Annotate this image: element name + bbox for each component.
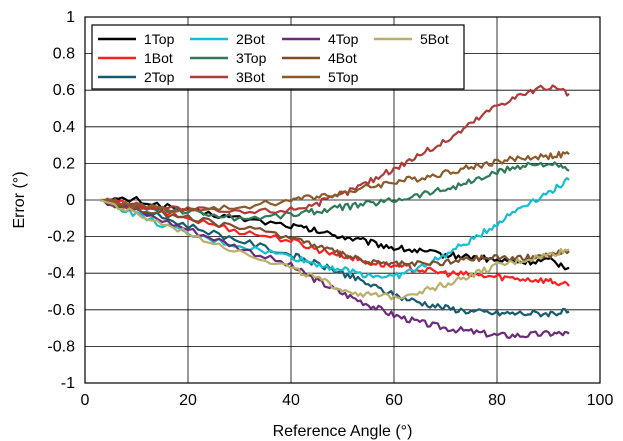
- legend-label: 4Top: [328, 31, 359, 47]
- legend-label: 2Top: [144, 69, 175, 85]
- y-tick-label: 0: [66, 192, 75, 209]
- x-tick-label: 40: [282, 392, 300, 409]
- y-tick-label: 0.4: [53, 119, 75, 136]
- legend-label: 2Bot: [236, 31, 265, 47]
- x-axis-label: Reference Angle (°): [273, 423, 413, 440]
- y-tick-label: -0.6: [47, 302, 75, 319]
- series-line-5top: [100, 150, 570, 213]
- series-line-1bot: [100, 197, 570, 287]
- legend-label: 5Top: [328, 69, 359, 85]
- x-tick-label: 60: [385, 392, 403, 409]
- legend-label: 5Bot: [420, 31, 449, 47]
- y-tick-label: 1: [66, 9, 75, 26]
- series-line-3top: [100, 161, 570, 222]
- x-tick-label: 20: [179, 392, 197, 409]
- series-line-5bot: [100, 198, 570, 301]
- y-tick-label: -0.2: [47, 229, 75, 246]
- series-line-3bot: [100, 84, 570, 215]
- series-line-4bot: [100, 198, 570, 268]
- legend-box: [91, 24, 465, 90]
- x-tick-label: 0: [81, 392, 90, 409]
- y-tick-labels: 1 0.8 0.6 0.4 0.2 0 -0.2 -0.4 -0.6 -0.8 -1: [47, 9, 75, 392]
- legend-label: 3Bot: [236, 69, 265, 85]
- x-tick-label: 100: [587, 392, 614, 409]
- series-line-2top: [100, 198, 570, 318]
- legend-label: 1Top: [144, 31, 175, 47]
- x-tick-label: 80: [488, 392, 506, 409]
- series-line-4top: [100, 198, 570, 339]
- y-tick-label: 0.8: [53, 46, 75, 63]
- legend: 1Top 1Bot 2Top 2Bot 3Top 3Bot 4Top 4Bot 5Top 5Bot: [91, 24, 465, 90]
- legend-label: 4Bot: [328, 50, 357, 66]
- legend-label: 3Top: [236, 50, 267, 66]
- y-axis-label: Error (°): [11, 171, 28, 228]
- y-tick-label: -1: [61, 375, 75, 392]
- plot-area-frame: [84, 16, 601, 384]
- legend-label: 1Bot: [144, 50, 173, 66]
- y-tick-label: -0.4: [47, 265, 75, 282]
- y-tick-label: 0.6: [53, 82, 75, 99]
- series-line-2bot: [100, 177, 570, 280]
- y-tick-label: 0.2: [53, 155, 75, 172]
- series-layer: [100, 84, 570, 339]
- x-tick-labels: 0 20 40 60 80 100: [81, 392, 614, 409]
- y-tick-label: -0.8: [47, 338, 75, 355]
